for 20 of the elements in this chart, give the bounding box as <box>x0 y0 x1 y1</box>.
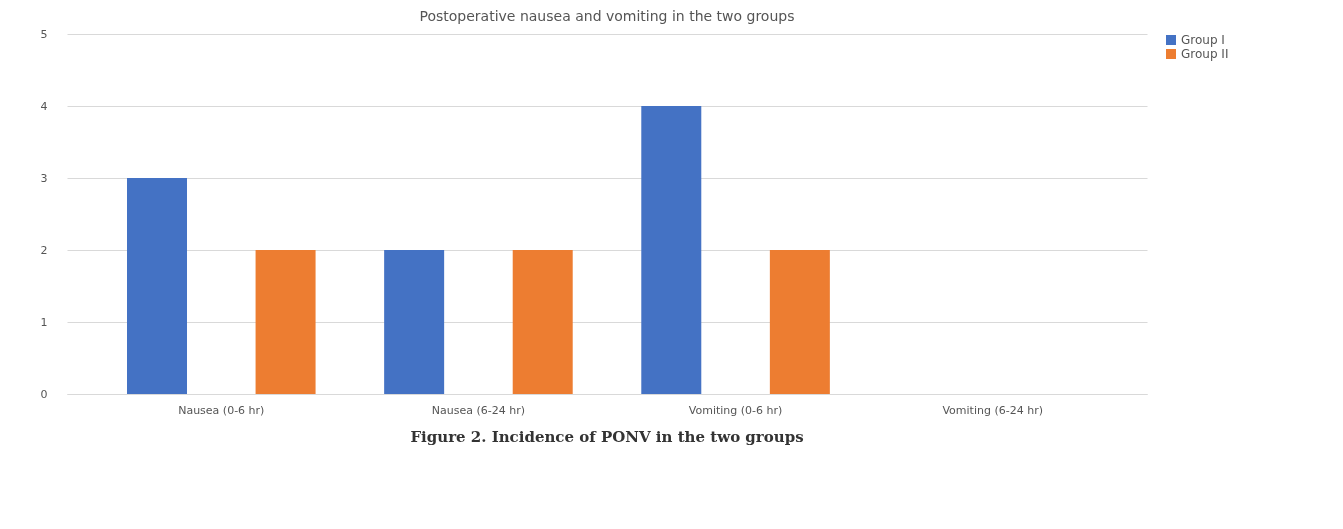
y-tick-label: 4 <box>40 99 48 113</box>
bar <box>384 250 445 394</box>
x-tick-label: Nausea (6-24 hr) <box>431 403 526 417</box>
bar <box>769 250 830 394</box>
y-tick-label: 0 <box>40 387 48 401</box>
bar <box>512 250 573 394</box>
y-tick-label: 1 <box>40 315 48 329</box>
chart-title: Postoperative nausea and vomiting in the two groups <box>419 8 795 24</box>
legend-label: Group I <box>1181 33 1225 47</box>
y-tick-label: 3 <box>40 171 48 185</box>
x-tick-label: Vomiting (6-24 hr) <box>942 403 1043 417</box>
bar <box>641 106 702 394</box>
bar <box>127 178 187 394</box>
x-tick-label: Nausea (0-6 hr) <box>178 403 265 417</box>
legend-label: Group II <box>1181 47 1229 61</box>
bar <box>255 250 316 394</box>
x-tick-label: Vomiting (0-6 hr) <box>688 403 783 417</box>
y-tick-label: 5 <box>40 27 48 41</box>
caption: Figure 2. Incidence of PONV in the two groups <box>410 428 804 446</box>
y-tick-label: 2 <box>40 243 48 257</box>
